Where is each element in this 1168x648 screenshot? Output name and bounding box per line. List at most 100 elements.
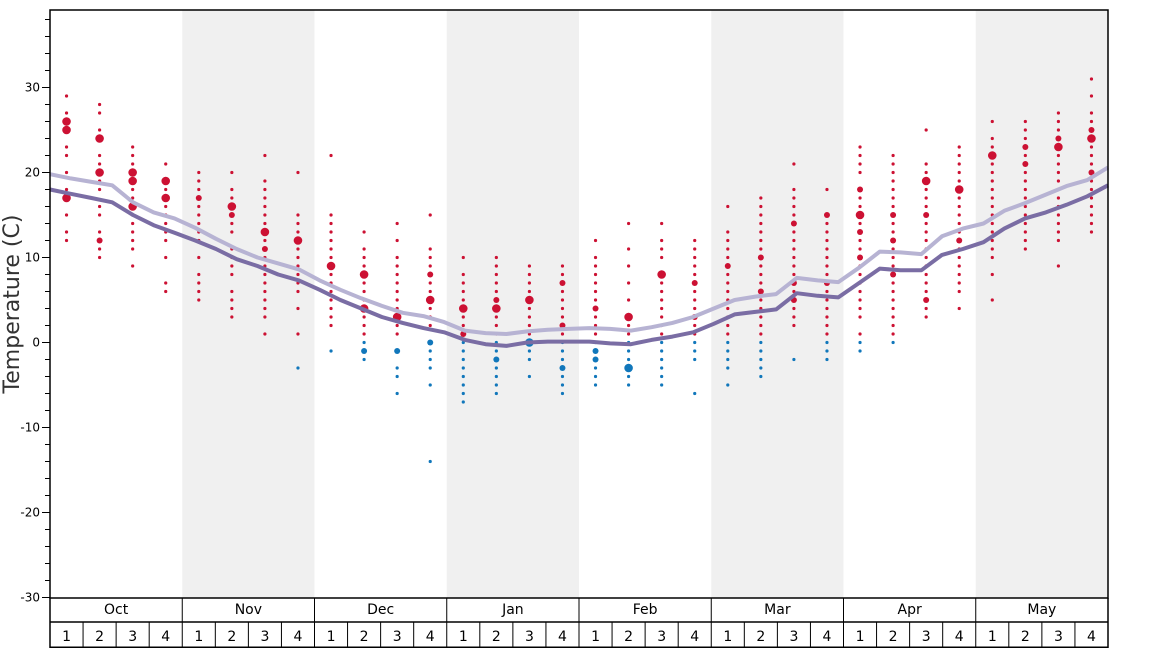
- warm-temperature-point: [891, 187, 895, 192]
- warm-temperature-point: [527, 315, 532, 319]
- x-axis: Oct 1 2 3 4 Nov 1 2 3 4 Dec 1 2 3 4 Jan 1 2 3 4 Feb 1 2 3 4 Mar 1 2…: [49, 598, 1109, 648]
- warm-temperature-point: [693, 255, 697, 260]
- cold-temperature-point: [825, 340, 829, 345]
- warm-temperature-point: [230, 272, 234, 277]
- warm-temperature-point: [1023, 221, 1027, 226]
- cold-temperature-point: [461, 349, 465, 353]
- warm-temperature-point: [97, 128, 102, 132]
- average-lines: [49, 165, 1110, 348]
- warm-temperature-point: [1056, 170, 1061, 175]
- warm-temperature-point: [97, 153, 102, 158]
- warm-temperature-point: [891, 315, 895, 319]
- warm-temperature-point: [64, 230, 69, 234]
- warm-temperature-point: [957, 281, 961, 285]
- warm-temperature-point: [825, 230, 829, 234]
- week-label: 2: [1021, 629, 1030, 645]
- plot-frame: [49, 9, 1109, 599]
- warm-temperature-point: [296, 213, 300, 217]
- warm-temperature-point: [759, 264, 763, 268]
- warm-temperature-point: [1056, 111, 1061, 115]
- warm-temperature-point: [957, 179, 961, 183]
- week-label: 4: [558, 629, 567, 645]
- week-label: 3: [525, 629, 534, 645]
- warm-temperature-point: [759, 281, 763, 285]
- cold-temperature-point: [461, 400, 465, 404]
- warm-temperature-point: [626, 323, 631, 328]
- warm-temperature-point: [296, 289, 300, 294]
- warm-temperature-point: [858, 298, 862, 302]
- week-label: 3: [789, 629, 798, 645]
- month-label-mar: Mar: [764, 602, 791, 618]
- warm-temperature-point: [197, 170, 201, 175]
- warm-temperature-point: [858, 272, 862, 277]
- warm-temperature-point: [131, 247, 135, 251]
- warm-temperature-point: [624, 312, 633, 322]
- warm-temperature-point: [263, 204, 267, 209]
- warm-temperature-point: [1089, 187, 1094, 192]
- warm-temperature-point: [593, 315, 598, 319]
- warm-temperature-point: [197, 281, 201, 285]
- warm-temperature-point: [131, 162, 135, 166]
- warm-temperature-point: [1056, 119, 1061, 124]
- warm-temperature-point: [461, 298, 465, 302]
- week-label: 4: [823, 629, 832, 645]
- cold-temperature-point: [660, 349, 664, 353]
- warm-temperature-point: [726, 255, 730, 260]
- warm-temperature-point: [924, 315, 928, 319]
- warm-temperature-point: [891, 332, 895, 336]
- warm-temperature-point: [164, 221, 168, 226]
- cold-temperature-point: [395, 366, 399, 370]
- warm-temperature-point: [230, 230, 234, 234]
- cold-temperature-point: [461, 357, 465, 362]
- warm-temperature-point: [825, 332, 829, 336]
- warm-temperature-point: [560, 306, 565, 311]
- y-tick-label: 30: [25, 81, 40, 95]
- warm-temperature-point: [792, 238, 796, 243]
- warm-temperature-point: [792, 213, 796, 217]
- warm-temperature-point: [428, 264, 432, 268]
- y-tick-label: -20: [20, 506, 40, 520]
- warm-temperature-point: [293, 236, 303, 245]
- warm-temperature-point: [990, 162, 994, 166]
- warm-temperature-point: [724, 263, 731, 269]
- warm-temperature-point: [726, 332, 730, 336]
- cold-temperature-point: [624, 363, 633, 373]
- warm-temperature-point: [1022, 144, 1029, 150]
- cold-temperature-point: [395, 391, 399, 396]
- month-label-dec: Dec: [367, 602, 394, 618]
- warm-temperature-point: [957, 272, 961, 277]
- warm-temperature-point: [792, 187, 796, 192]
- warm-temperature-point: [693, 289, 697, 294]
- warm-temperature-point: [923, 212, 930, 218]
- y-tick-label: -10: [20, 421, 40, 435]
- warm-temperature-point: [891, 221, 895, 226]
- warm-temperature-point: [560, 315, 565, 319]
- warm-temperature-point: [626, 221, 631, 226]
- week-label: 1: [591, 629, 600, 645]
- warm-temperature-point: [1023, 179, 1027, 183]
- y-axis-label: Temperature (C): [0, 215, 25, 395]
- warm-temperature-point: [461, 272, 465, 277]
- warm-temperature-point: [1089, 94, 1094, 98]
- cold-temperature-point: [494, 383, 498, 387]
- cold-temperature-point: [693, 349, 697, 353]
- warm-temperature-point: [326, 261, 336, 271]
- warm-temperature-point: [428, 289, 432, 294]
- cold-temperature-point: [592, 356, 599, 363]
- warm-temperature-point: [593, 323, 598, 328]
- warm-temperature-point: [1056, 128, 1061, 132]
- warm-temperature-point: [128, 168, 137, 177]
- week-label: 1: [459, 629, 468, 645]
- warm-temperature-point: [329, 247, 333, 251]
- warm-temperature-point: [857, 229, 864, 235]
- cold-temperature-point: [726, 383, 730, 387]
- warm-temperature-point: [891, 323, 895, 328]
- cold-temperature-point: [759, 349, 763, 353]
- warm-temperature-point: [329, 230, 333, 234]
- warm-temperature-point: [362, 289, 366, 294]
- cold-temperature-point: [626, 383, 631, 387]
- warm-temperature-point: [891, 247, 895, 251]
- warm-temperature-point: [131, 145, 135, 149]
- cold-temperature-point: [461, 391, 465, 396]
- warm-temperature-point: [64, 170, 69, 175]
